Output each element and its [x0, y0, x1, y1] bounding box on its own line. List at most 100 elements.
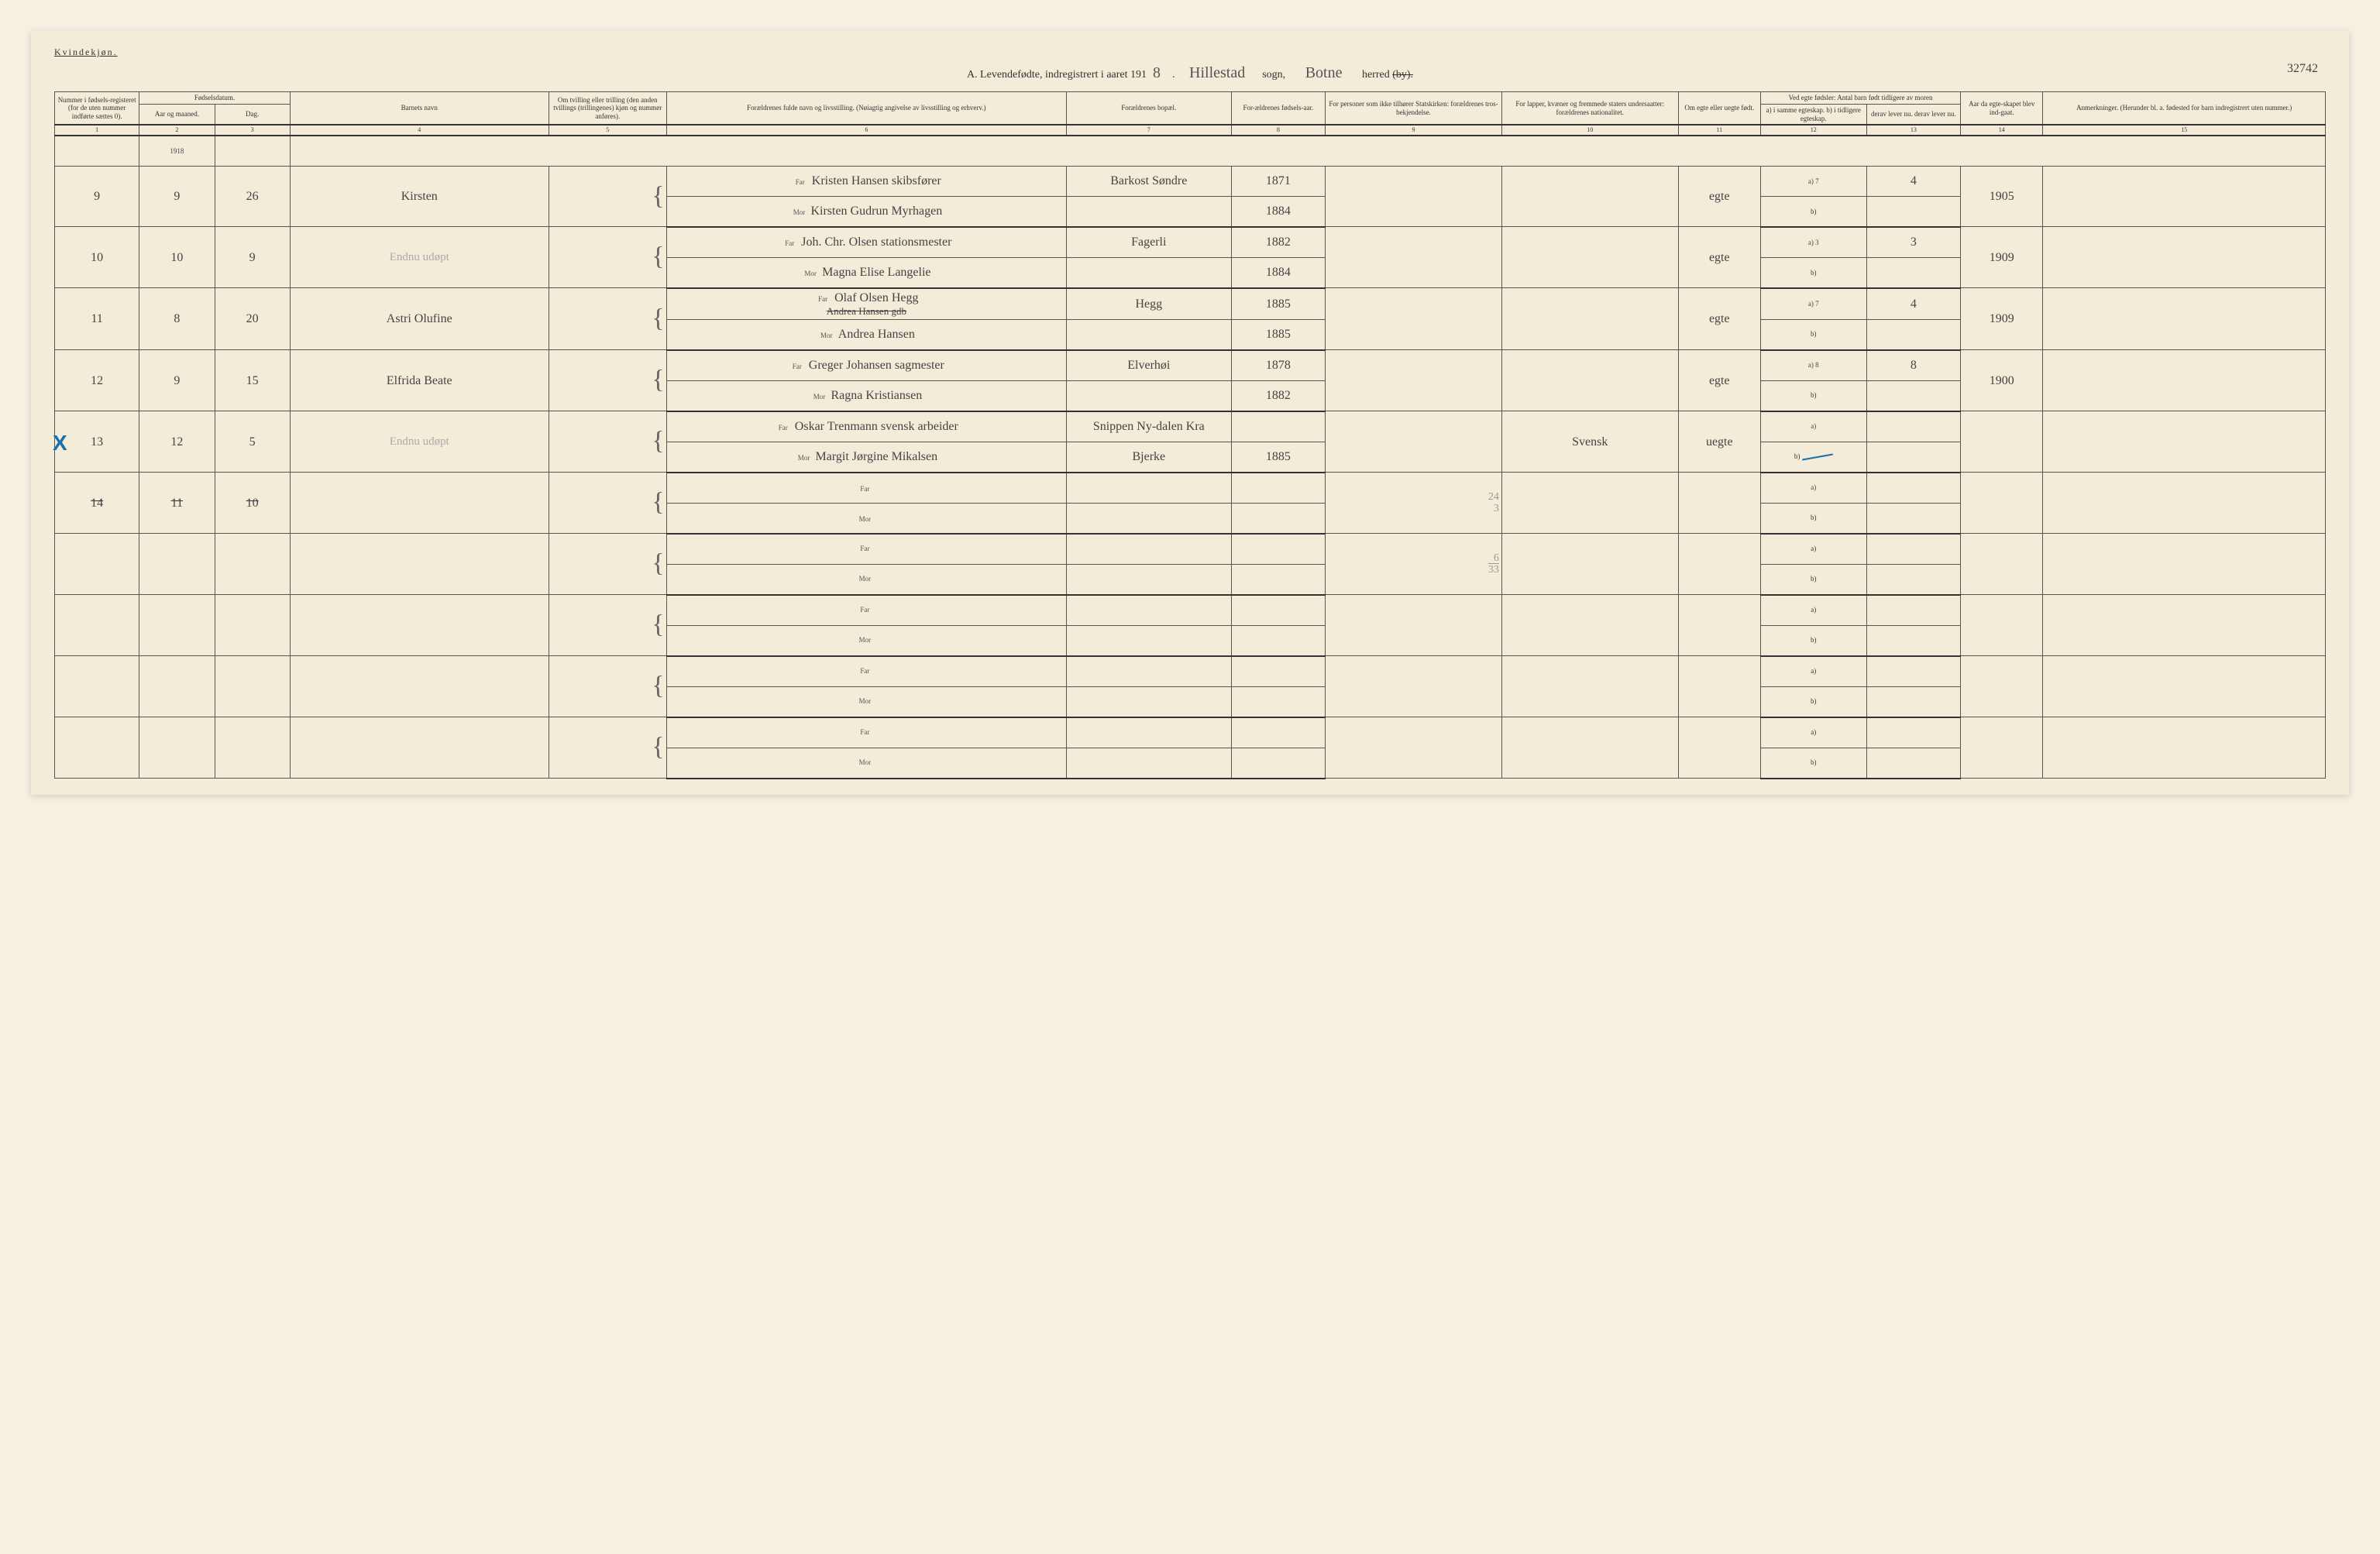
legitimacy: [1678, 473, 1760, 534]
col-4-header: Barnets navn: [290, 92, 549, 125]
herred-label: herred: [1362, 69, 1390, 81]
colnum: 5: [549, 125, 666, 136]
col13-a: 4: [1866, 166, 1960, 196]
child-name: [290, 473, 549, 534]
register-table: Nummer i fødsels-registeret (for de uten…: [54, 91, 2326, 779]
father-birthyear: 1882: [1231, 227, 1325, 258]
colnum: 3: [215, 125, 290, 136]
mother-cell: MorKirsten Gudrun Myrhagen: [666, 196, 1066, 227]
mother-cell-empty: Mor: [666, 625, 1066, 656]
tally-cell: [1326, 717, 1502, 779]
father-cell: FarOlaf Olsen HeggAndrea Hansen gdb: [666, 288, 1066, 319]
col-5-header: Om tvilling eller trilling (den anden tv…: [549, 92, 666, 125]
table-header: Nummer i fødsels-registeret (for de uten…: [55, 92, 2326, 136]
col12-b: [1760, 196, 1866, 227]
mother-cell: MorAndrea Hansen: [666, 319, 1066, 350]
legitimacy: egte: [1678, 227, 1760, 288]
mother-birthyear: 1882: [1231, 380, 1325, 411]
row-number: 12: [55, 350, 139, 411]
father-birthyear: 1878: [1231, 350, 1325, 381]
title-line: A. Levendefødte, indregistrert i aaret 1…: [54, 64, 2326, 82]
row-number: 14: [55, 473, 139, 534]
mother-birthyear: 1885: [1231, 319, 1325, 350]
col12-a: [1760, 473, 1866, 504]
col13-a: 4: [1866, 288, 1960, 319]
col12-a: 7: [1760, 288, 1866, 319]
residence: Elverhøi: [1067, 350, 1232, 381]
father-cell-empty: Far: [666, 534, 1066, 565]
father-cell: FarOskar Trenmann svensk arbeider: [666, 411, 1066, 442]
residence-2: Bjerke: [1067, 442, 1232, 473]
gender-label: Kvindekjøn.: [54, 46, 2326, 58]
colnum: 11: [1678, 125, 1760, 136]
mother-cell: MorMagna Elise Langelie: [666, 257, 1066, 288]
colnum: 2: [139, 125, 215, 136]
religion: [1326, 411, 1502, 473]
colnum: 1: [55, 125, 139, 136]
twin-cell: [549, 288, 666, 350]
marriage-year: 1909: [1961, 288, 2043, 350]
row-month: 9: [139, 166, 215, 227]
col12-a: [1760, 411, 1866, 442]
twin-cell: [549, 166, 666, 227]
father-cell-empty: Far: [666, 717, 1066, 748]
page-number: 32742: [2287, 62, 2318, 76]
religion: 243: [1326, 473, 1502, 534]
father-birthyear: 1871: [1231, 166, 1325, 196]
remarks: [2043, 473, 2326, 534]
row-month: 12: [139, 411, 215, 473]
mother-cell-empty: Mor: [666, 564, 1066, 595]
col13-b: [1866, 319, 1960, 350]
father-cell: FarJoh. Chr. Olsen stationsmester: [666, 227, 1066, 258]
row-day: 9: [215, 227, 290, 288]
title-prefix: A. Levendefødte, indregistrert i aaret 1…: [967, 69, 1147, 81]
residence: [1067, 473, 1232, 504]
row-number: 10: [55, 227, 139, 288]
col-7-header: Forældrenes bopæl.: [1067, 92, 1232, 125]
child-name: Endnu udøpt: [290, 227, 549, 288]
sogn-label: sogn,: [1262, 69, 1285, 81]
colnum: 6: [666, 125, 1066, 136]
nationality: [1501, 288, 1678, 350]
col-9-header: For personer som ikke tilhører Statskirk…: [1326, 92, 1502, 125]
col12-a: 3: [1760, 227, 1866, 258]
remarks: [2043, 166, 2326, 227]
tally-cell: [1326, 595, 1502, 656]
child-name: Astri Olufine: [290, 288, 549, 350]
legitimacy: egte: [1678, 288, 1760, 350]
religion: [1326, 166, 1502, 227]
col13-a: [1866, 411, 1960, 442]
colnum: 14: [1961, 125, 2043, 136]
mother-birthyear: 1885: [1231, 442, 1325, 473]
remarks: [2043, 288, 2326, 350]
col-11-header: Om egte eller uegte født.: [1678, 92, 1760, 125]
nationality: [1501, 473, 1678, 534]
nationality: [1501, 166, 1678, 227]
father-cell: FarKristen Hansen skibsfører: [666, 166, 1066, 196]
col13-a: 3: [1866, 227, 1960, 258]
mother-cell: Mor: [666, 503, 1066, 534]
col12-b: [1760, 319, 1866, 350]
colnum: 10: [1501, 125, 1678, 136]
mother-birthyear: 1884: [1231, 196, 1325, 227]
father-birthyear: [1231, 473, 1325, 504]
residence: Fagerli: [1067, 227, 1232, 258]
blue-x-mark: X: [53, 430, 67, 456]
col-2-header: Aar og maaned.: [139, 104, 215, 125]
col-12-13-group: Ved egte fødsler: Antal barn født tidlig…: [1760, 92, 1960, 105]
remarks: [2043, 227, 2326, 288]
marriage-year: [1961, 411, 2043, 473]
col13-b: [1866, 257, 1960, 288]
twin-cell: [549, 411, 666, 473]
row-day: 26: [215, 166, 290, 227]
col-6-header: Forældrenes fulde navn og livsstilling. …: [666, 92, 1066, 125]
colnum: 8: [1231, 125, 1325, 136]
col-2-3-group: Fødselsdatum.: [139, 92, 290, 105]
row-number: 9: [55, 166, 139, 227]
residence: Hegg: [1067, 288, 1232, 319]
row-day: 15: [215, 350, 290, 411]
legitimacy: uegte: [1678, 411, 1760, 473]
sogn-value: Hillestad: [1183, 64, 1251, 81]
col13-a: [1866, 473, 1960, 504]
row-number: 11: [55, 288, 139, 350]
